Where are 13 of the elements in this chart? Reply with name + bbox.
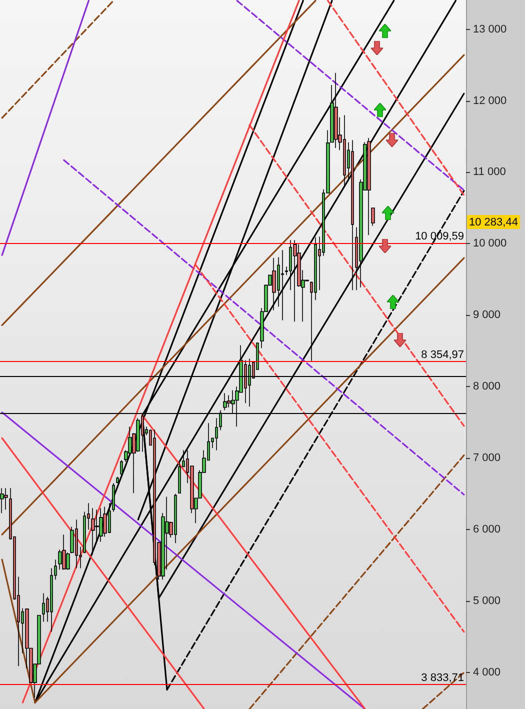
y-tick-label: 10 000 [473,238,507,250]
y-tick-label: 7 000 [473,452,501,464]
y-tick-label: 5 000 [473,595,501,608]
ref-line-label: 10 009,59 [415,230,464,243]
y-tick-label: 13 000 [473,23,507,36]
y-tick-label: 11 000 [473,166,506,178]
y-tick-label: 8 000 [473,380,501,393]
text: 10 283,44 [469,216,518,228]
y-tick-label: 4 000 [473,666,501,679]
y-tick-label: 9 000 [473,309,501,322]
y-tick-label: 12 000 [473,94,507,107]
ref-line-label: 8 354,97 [421,348,464,361]
y-tick-label: 6 000 [473,524,501,536]
